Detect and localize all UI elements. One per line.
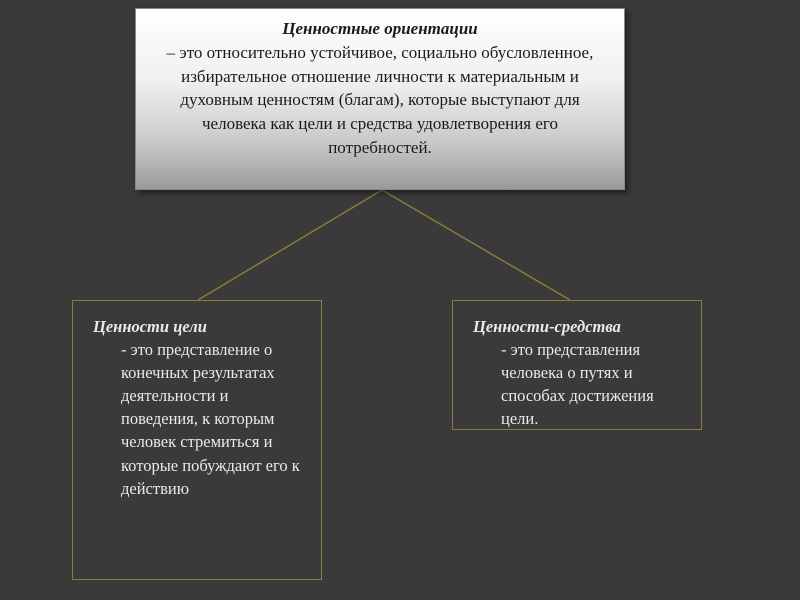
top-box-body: – это относительно устойчивое, социально… [167, 43, 594, 157]
right-box-body: - это представления человека о путях и с… [473, 338, 681, 430]
right-value-box: Ценности-средства - это представления че… [452, 300, 702, 430]
left-box-heading: Ценности цели [93, 317, 207, 336]
right-box-heading: Ценности-средства [473, 317, 621, 336]
left-value-box: Ценности цели - это представление о коне… [72, 300, 322, 580]
left-box-body: - это представление о конечных результат… [93, 338, 301, 500]
top-box-title: Ценностные ориентации [282, 19, 477, 38]
top-definition-box: Ценностные ориентации – это относительно… [135, 8, 625, 190]
